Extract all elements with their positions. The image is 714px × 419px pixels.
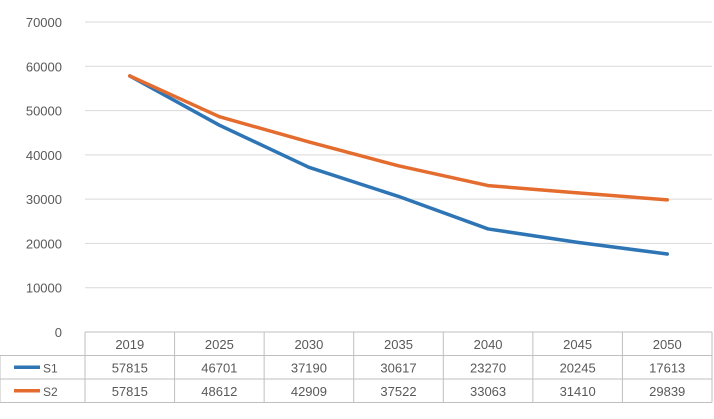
legend-label: S1 bbox=[43, 361, 58, 375]
data-point bbox=[396, 164, 401, 168]
table-cell-value: 33063 bbox=[470, 384, 506, 399]
x-category-label: 2025 bbox=[205, 337, 234, 352]
data-point bbox=[307, 140, 311, 144]
y-tick-label: 0 bbox=[55, 325, 62, 340]
table-cell-value: 23270 bbox=[470, 360, 506, 375]
series-lines bbox=[128, 74, 669, 256]
table-cell-value: 37522 bbox=[380, 384, 416, 399]
y-tick-label: 10000 bbox=[26, 281, 62, 296]
data-point bbox=[576, 240, 580, 244]
y-tick-label: 40000 bbox=[26, 148, 62, 163]
data-table: 2019 2025 2030 2035 2040 2045 2050 S1 57815 46701… bbox=[0, 331, 713, 403]
x-category-label: 2019 bbox=[115, 337, 144, 352]
legend-label: S2 bbox=[43, 385, 58, 399]
table-cell-value: 31410 bbox=[560, 384, 596, 399]
y-tick-label: 20000 bbox=[26, 236, 62, 251]
table-cell-value: 57815 bbox=[112, 384, 148, 399]
data-point bbox=[128, 74, 132, 78]
data-point bbox=[665, 252, 669, 256]
y-tick-label: 60000 bbox=[26, 59, 62, 74]
table-cell-value: 29839 bbox=[649, 384, 685, 399]
table-cell-value: 48612 bbox=[201, 384, 237, 399]
data-point bbox=[217, 115, 221, 119]
series-line bbox=[128, 74, 669, 202]
table-cell-value: 37190 bbox=[291, 360, 327, 375]
data-point bbox=[486, 183, 490, 188]
y-axis: 0 10000 20000 30000 40000 50000 60000 70000 bbox=[26, 15, 62, 340]
data-point bbox=[665, 198, 669, 202]
table-cell-value: 42909 bbox=[291, 384, 327, 399]
x-category-label: 2045 bbox=[563, 337, 592, 352]
y-tick-label: 70000 bbox=[26, 15, 62, 30]
table-cell-value: 46701 bbox=[201, 360, 237, 375]
table-cell-value: 17613 bbox=[649, 360, 685, 375]
data-point bbox=[217, 123, 221, 127]
x-category-label: 2035 bbox=[384, 337, 413, 352]
x-category-label: 2050 bbox=[653, 337, 682, 352]
table-cell-value: 57815 bbox=[112, 360, 148, 375]
data-point bbox=[396, 194, 401, 199]
table-cell-value: 30617 bbox=[380, 360, 416, 375]
x-category-label: 2030 bbox=[294, 337, 323, 352]
table-cell-value: 20245 bbox=[560, 360, 596, 375]
data-point bbox=[576, 191, 580, 195]
y-tick-label: 50000 bbox=[26, 104, 62, 119]
y-tick-label: 30000 bbox=[26, 192, 62, 207]
x-category-label: 2040 bbox=[474, 337, 503, 352]
data-point bbox=[307, 165, 311, 169]
data-point bbox=[486, 227, 490, 231]
